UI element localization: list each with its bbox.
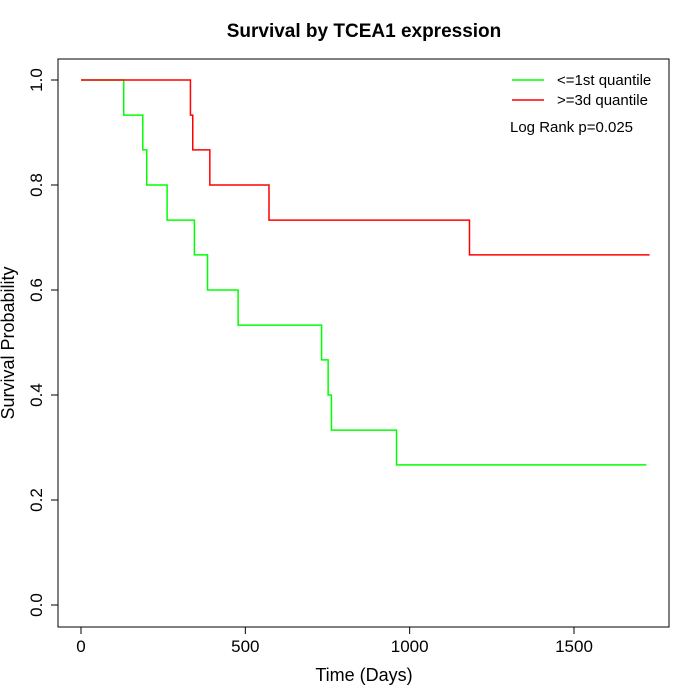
legend: <=1st quantile >=3d quantile bbox=[512, 72, 651, 109]
x-tick-label: 1500 bbox=[555, 637, 593, 656]
y-tick-label: 0.6 bbox=[27, 278, 46, 302]
series-line-1 bbox=[81, 79, 650, 256]
legend-label-0: <=1st quantile bbox=[557, 72, 651, 89]
plot-frame bbox=[57, 58, 670, 628]
y-tick-label: 0.4 bbox=[27, 383, 46, 407]
y-axis: 0.0 0.2 0.4 0.6 0.8 1.0 bbox=[27, 68, 59, 617]
series-line-0 bbox=[81, 79, 647, 466]
y-tick-label: 0.2 bbox=[27, 488, 46, 512]
x-tick-label: 0 bbox=[76, 637, 85, 656]
x-tick-label: 500 bbox=[231, 637, 259, 656]
logrank-annotation: Log Rank p=0.025 bbox=[510, 119, 633, 136]
chart-title: Survival by TCEA1 expression bbox=[227, 21, 502, 42]
x-tick-label: 1000 bbox=[391, 637, 429, 656]
y-axis-title: Survival Probability bbox=[0, 266, 18, 419]
y-tick-label: 0.8 bbox=[27, 173, 46, 197]
y-tick-label: 0.0 bbox=[27, 593, 46, 617]
legend-label-1: >=3d quantile bbox=[557, 92, 648, 109]
x-axis-title: Time (Days) bbox=[315, 665, 412, 685]
x-axis: 0 500 1000 1500 bbox=[76, 626, 593, 656]
series-layer bbox=[81, 79, 650, 466]
y-tick-label: 1.0 bbox=[27, 68, 46, 92]
